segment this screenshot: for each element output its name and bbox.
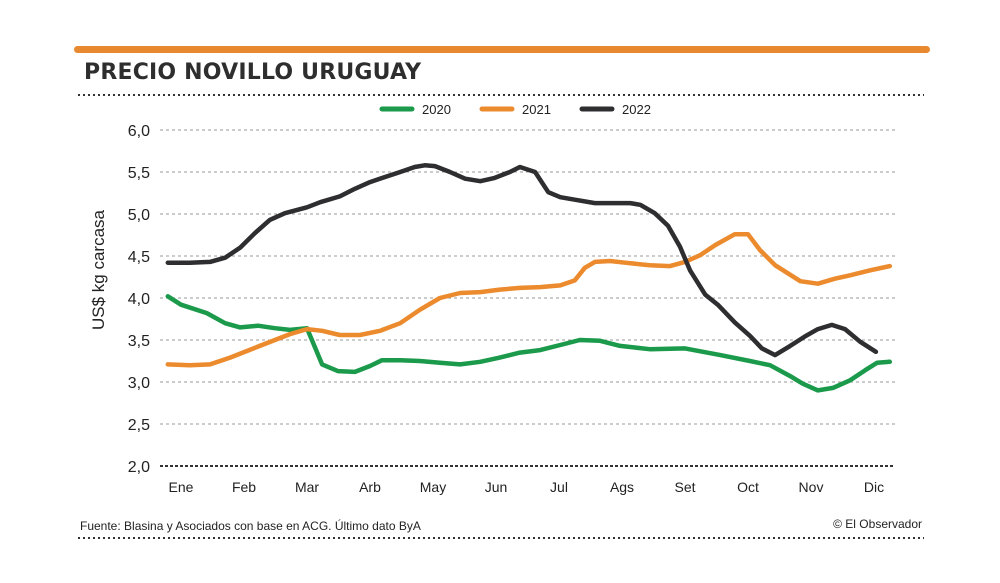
y-tick-label: 2,5 [128,417,150,434]
series-line-2021 [165,231,893,368]
y-tick-label: 3,0 [128,375,150,392]
x-tick-label: Ene [169,479,194,495]
y-tick-label: 5,0 [128,207,150,224]
legend-label-2021: 2021 [522,102,551,117]
y-tick-label: 5,5 [128,165,150,182]
series-line-2022 [165,163,879,358]
chart-title: PRECIO NOVILLO URUGUAY [84,60,422,85]
legend-label-2022: 2022 [622,102,651,117]
y-tick-label: 6,0 [128,123,150,140]
x-tick-label: Set [674,479,695,495]
x-tick-label: Jul [550,479,568,495]
x-tick-label: Arb [359,479,381,495]
y-tick-label: 4,5 [128,249,150,266]
x-tick-label: Nov [799,479,824,495]
series-line-2020 [165,294,893,393]
y-tick-label: 2,0 [128,459,150,476]
accent-bar [74,46,930,53]
x-tick-label: Ags [610,479,634,495]
y-tick-label: 3,5 [128,333,150,350]
x-tick-label: Oct [737,479,759,495]
y-tick-label: 4,0 [128,291,150,308]
x-tick-label: Feb [232,479,256,495]
legend-label-2020: 2020 [422,102,451,117]
y-axis-label: US$ kg carcasa [89,209,108,330]
x-tick-label: Jun [485,479,508,495]
x-tick-label: Mar [295,479,319,495]
credit: © El Observador [833,517,922,531]
x-tick-label: May [420,479,446,495]
x-tick-label: Dic [864,479,884,495]
source-note: Fuente: Blasina y Asociados con base en … [80,519,421,533]
